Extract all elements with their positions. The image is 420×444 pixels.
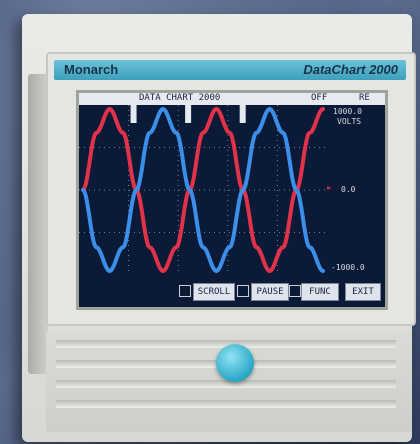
pause-softkey[interactable]: PAUSE bbox=[251, 283, 289, 301]
front-bezel: Monarch DataChart 2000 DATA CHART 2000 O… bbox=[46, 52, 416, 326]
exit-softkey[interactable]: EXIT bbox=[345, 283, 381, 301]
door-release-knob[interactable] bbox=[216, 344, 254, 382]
softkey-marker bbox=[289, 285, 301, 297]
event-marker bbox=[185, 105, 192, 123]
scale-bottom-label: -1000.0 bbox=[331, 263, 365, 272]
event-marker bbox=[130, 105, 137, 123]
softkey-marker bbox=[179, 285, 191, 297]
waveform-chart bbox=[79, 105, 327, 275]
brand-logo: Monarch bbox=[64, 62, 119, 77]
lower-front-panel bbox=[46, 332, 412, 432]
func-softkey[interactable]: FUNC bbox=[301, 283, 339, 301]
softkey-marker bbox=[237, 285, 249, 297]
scale-mid-label: 0.0 bbox=[341, 185, 356, 194]
scale-top-label: 1000.0 bbox=[333, 107, 362, 116]
status-mode: OFF bbox=[311, 93, 328, 103]
scroll-softkey[interactable]: SCROLL bbox=[193, 283, 235, 301]
vent-slat bbox=[56, 340, 396, 348]
device-side-wall bbox=[28, 74, 48, 374]
scale-top-unit: VOLTS bbox=[337, 117, 362, 126]
scale-panel: 1000.0 VOLTS ► 0.0 -1000.0 bbox=[327, 105, 385, 275]
blue-trace-line bbox=[81, 106, 325, 274]
vent-slat bbox=[56, 380, 396, 388]
red-trace-arrow-icon: ► bbox=[327, 183, 332, 192]
event-marker bbox=[239, 105, 246, 123]
display-screen: DATA CHART 2000 OFF RE 1000.0 VOLTS ► 0.… bbox=[76, 90, 388, 310]
softkey-bar: SCROLL PAUSE FUNC EXIT bbox=[79, 275, 385, 307]
model-name: DataChart 2000 bbox=[303, 62, 398, 77]
brand-strip: Monarch DataChart 2000 bbox=[54, 60, 406, 80]
vent-slat bbox=[56, 400, 396, 408]
red-trace-line bbox=[81, 106, 325, 274]
status-bar: DATA CHART 2000 OFF RE bbox=[79, 93, 385, 105]
status-rate: RE bbox=[359, 93, 370, 103]
status-title: DATA CHART 2000 bbox=[139, 93, 221, 103]
